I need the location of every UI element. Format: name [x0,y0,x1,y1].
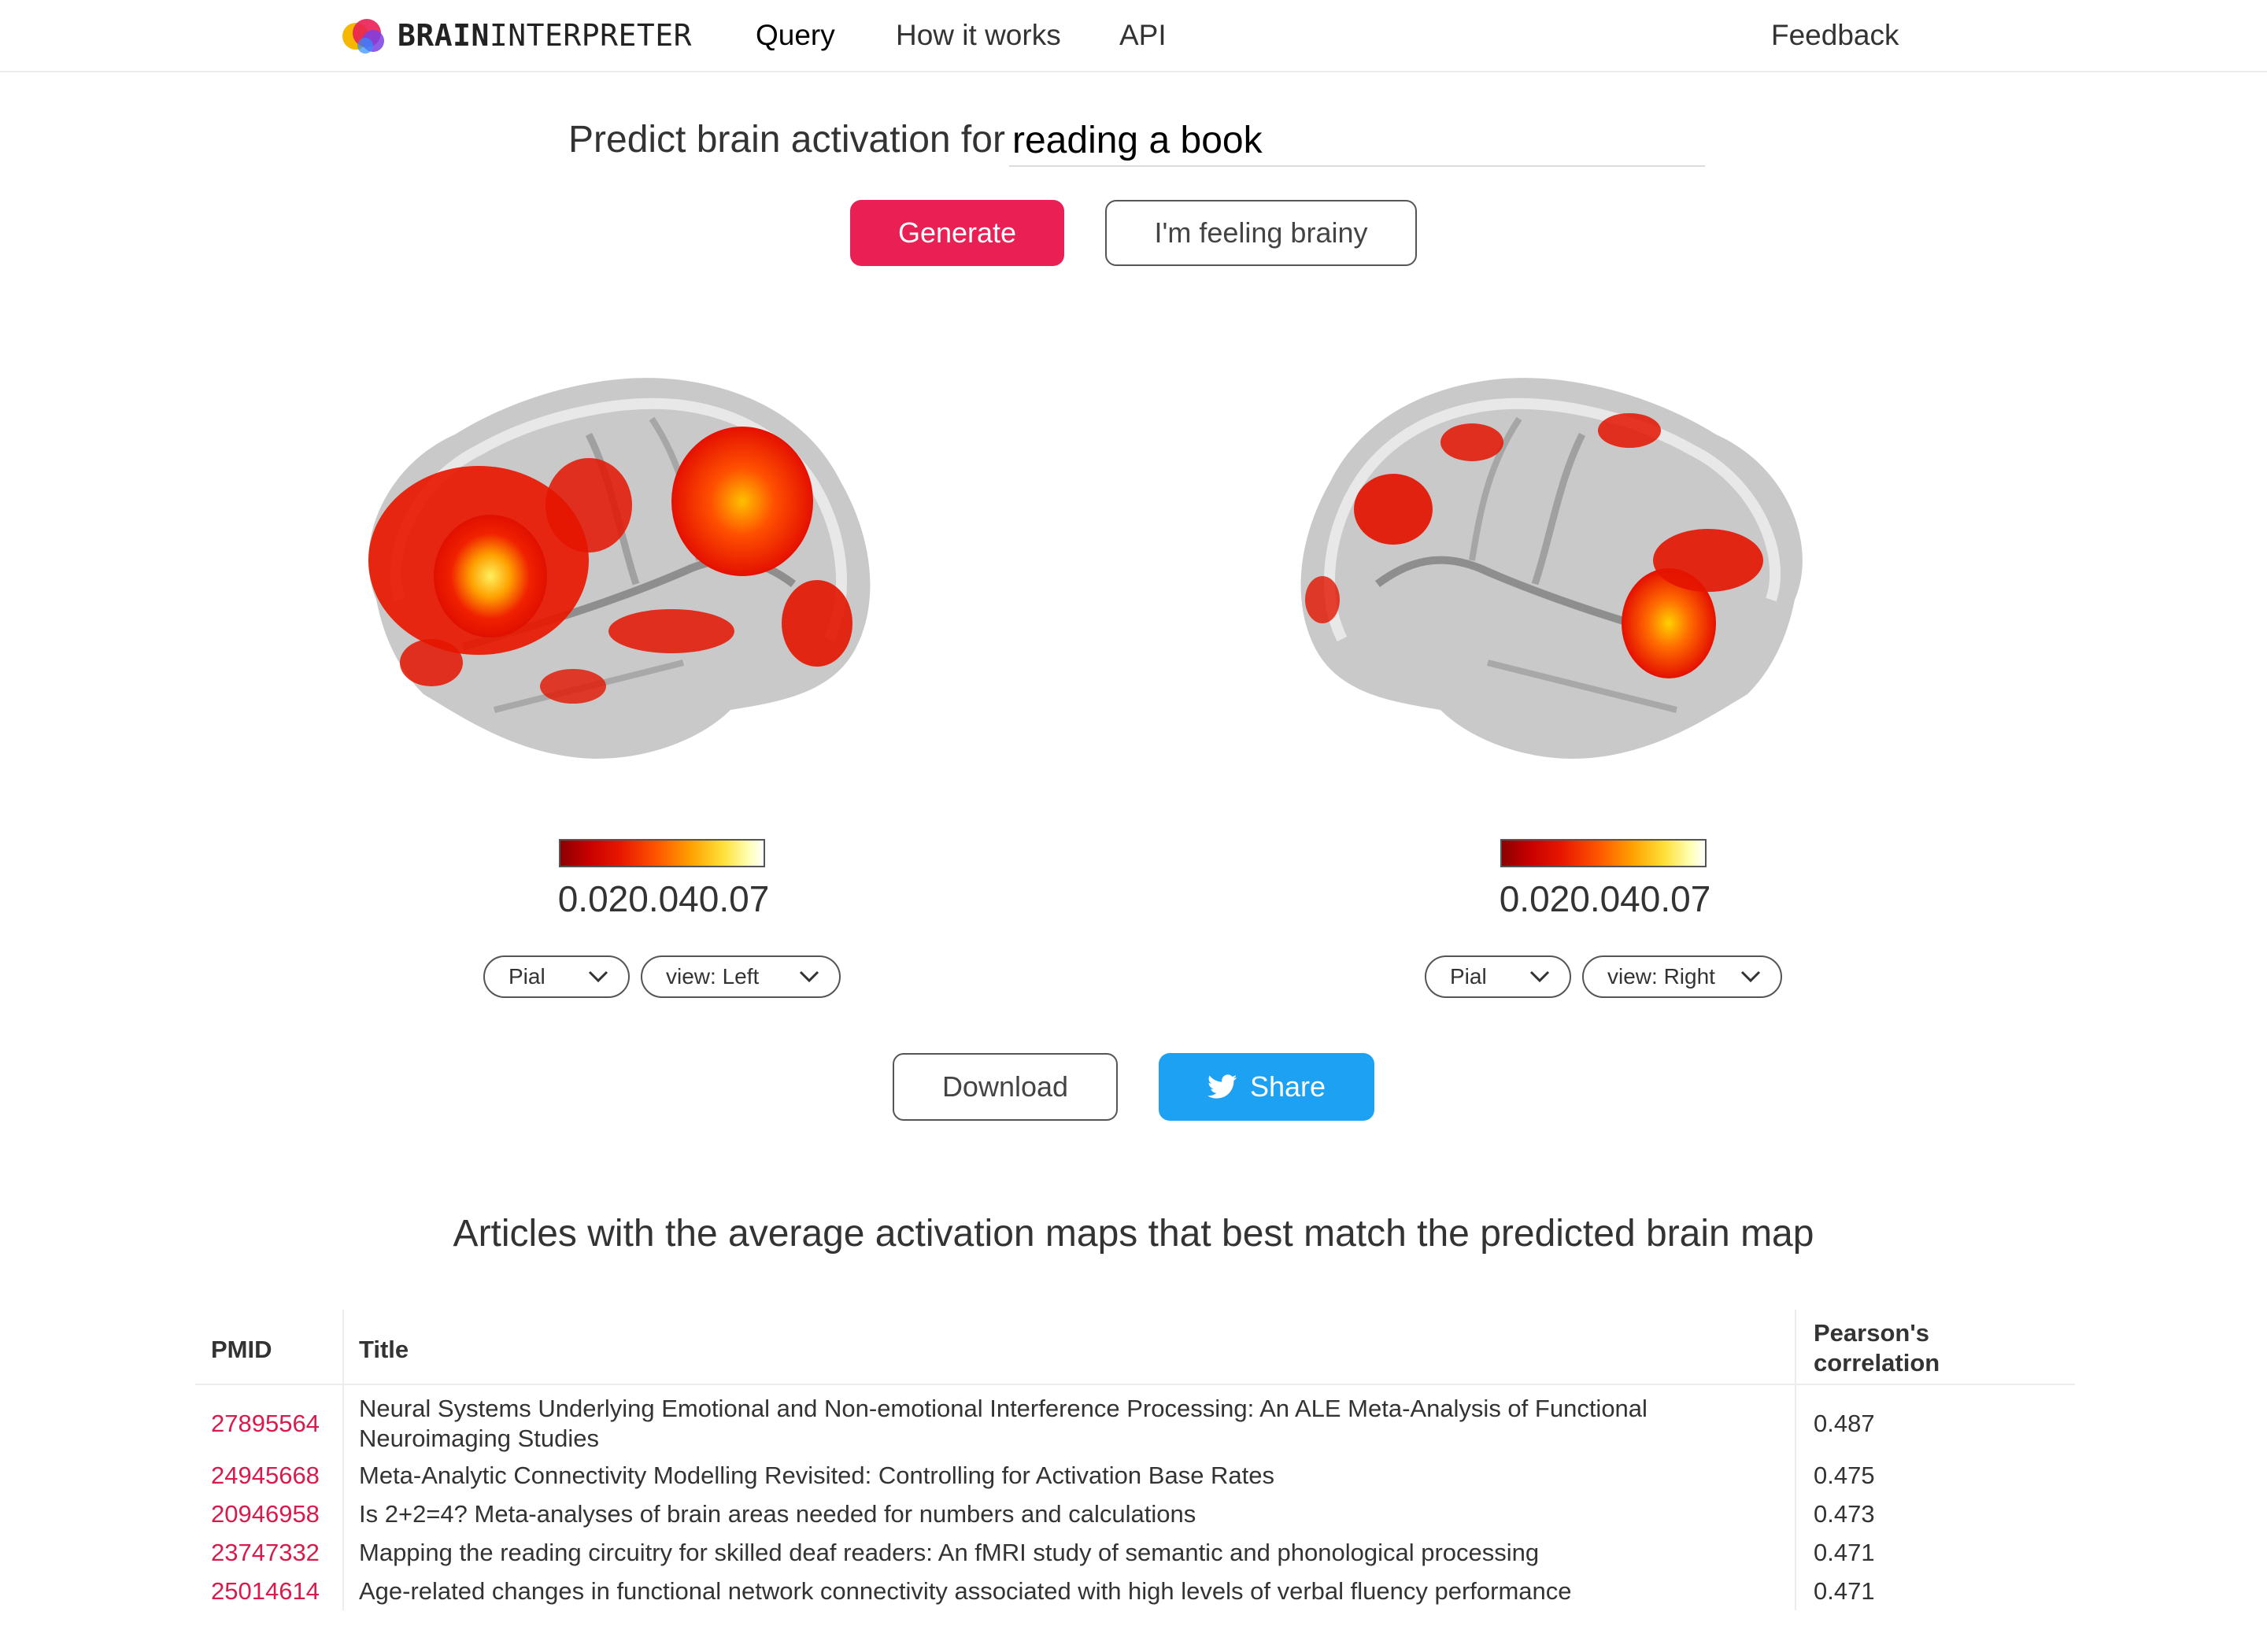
colorbar-left-ticks: 0.020.040.07 [534,877,793,921]
column-divider [342,1310,344,1610]
pmid-link[interactable]: 25014614 [211,1577,320,1605]
colorbar-right [1500,839,1707,867]
pmid-link[interactable]: 27895564 [211,1410,320,1437]
article-title: Age-related changes in functional networ… [359,1577,1572,1605]
tick-min: 0.02 [1499,878,1570,919]
chevron-down-icon [1740,970,1761,983]
article-title: Mapping the reading circuitry for skille… [359,1539,1540,1566]
chevron-down-icon [588,970,608,983]
article-title: Is 2+2=4? Meta-analyses of brain areas n… [359,1500,1196,1528]
correlation-value: 0.473 [1814,1500,1875,1528]
top-nav: BRAININTERPRETER Query How it works API … [0,0,2267,72]
view-select-left-value: view: Left [666,964,760,989]
brand-name[interactable]: BRAININTERPRETER [398,17,692,54]
nav-how-it-works[interactable]: How it works [896,19,1061,51]
article-title-line2: Neuroimaging Studies [359,1425,600,1452]
tick-mid: 0.04 [1570,878,1640,919]
colorbar-right-ticks: 0.020.040.07 [1475,877,1735,921]
brand-light: INTERPRETER [489,18,693,53]
surface-select-right[interactable]: Pial [1425,955,1571,998]
column-divider [1795,1310,1796,1610]
brain-right-view-image[interactable] [1291,364,1818,773]
col-header-correlation-line2: correlation [1814,1349,1940,1377]
pmid-link[interactable]: 24945668 [211,1462,320,1489]
brain-logo-icon[interactable] [338,14,390,58]
view-select-right-value: view: Right [1607,964,1715,989]
view-select-right[interactable]: view: Right [1582,955,1782,998]
query-input[interactable] [1009,115,1705,167]
generate-button[interactable]: Generate [850,200,1064,266]
twitter-bird-icon [1207,1074,1237,1099]
nav-feedback[interactable]: Feedback [1771,19,1899,51]
col-header-title: Title [359,1336,409,1363]
tick-max: 0.07 [1640,878,1711,919]
col-header-correlation: Pearson's correlation [1814,1318,1940,1378]
tick-min: 0.02 [557,878,629,919]
nav-query[interactable]: Query [756,19,835,51]
correlation-value: 0.471 [1814,1577,1875,1605]
col-header-correlation-line1: Pearson's [1814,1319,1929,1347]
col-header-pmid: PMID [211,1336,272,1363]
correlation-value: 0.487 [1814,1410,1875,1437]
articles-heading: Articles with the average activation map… [453,1213,1814,1255]
pmid-link[interactable]: 20946958 [211,1500,320,1528]
correlation-value: 0.471 [1814,1539,1875,1566]
article-title: Meta-Analytic Connectivity Modelling Rev… [359,1462,1275,1489]
nav-api[interactable]: API [1119,19,1167,51]
share-button[interactable]: Share [1159,1053,1374,1121]
article-title-line1: Neural Systems Underlying Emotional and … [359,1395,1648,1422]
view-select-left[interactable]: view: Left [641,955,841,998]
chevron-down-icon [799,970,819,983]
brain-left-view-image[interactable] [353,364,880,773]
feeling-brainy-button[interactable]: I'm feeling brainy [1105,200,1417,266]
surface-select-left-value: Pial [509,964,545,989]
pmid-link[interactable]: 23747332 [211,1539,320,1566]
chevron-down-icon [1529,970,1550,983]
articles-table-header [195,1306,2075,1385]
tick-max: 0.07 [698,878,770,919]
download-button[interactable]: Download [893,1053,1118,1121]
share-label: Share [1249,1070,1326,1103]
surface-select-left[interactable]: Pial [483,955,630,998]
correlation-value: 0.475 [1814,1462,1875,1489]
surface-select-right-value: Pial [1450,964,1487,989]
article-title: Neural Systems Underlying Emotional and … [359,1394,1776,1454]
colorbar-left [559,839,765,867]
brand-bold: BRAIN [398,18,490,53]
predict-label: Predict brain activation for [568,119,1005,161]
tick-mid: 0.04 [628,878,699,919]
